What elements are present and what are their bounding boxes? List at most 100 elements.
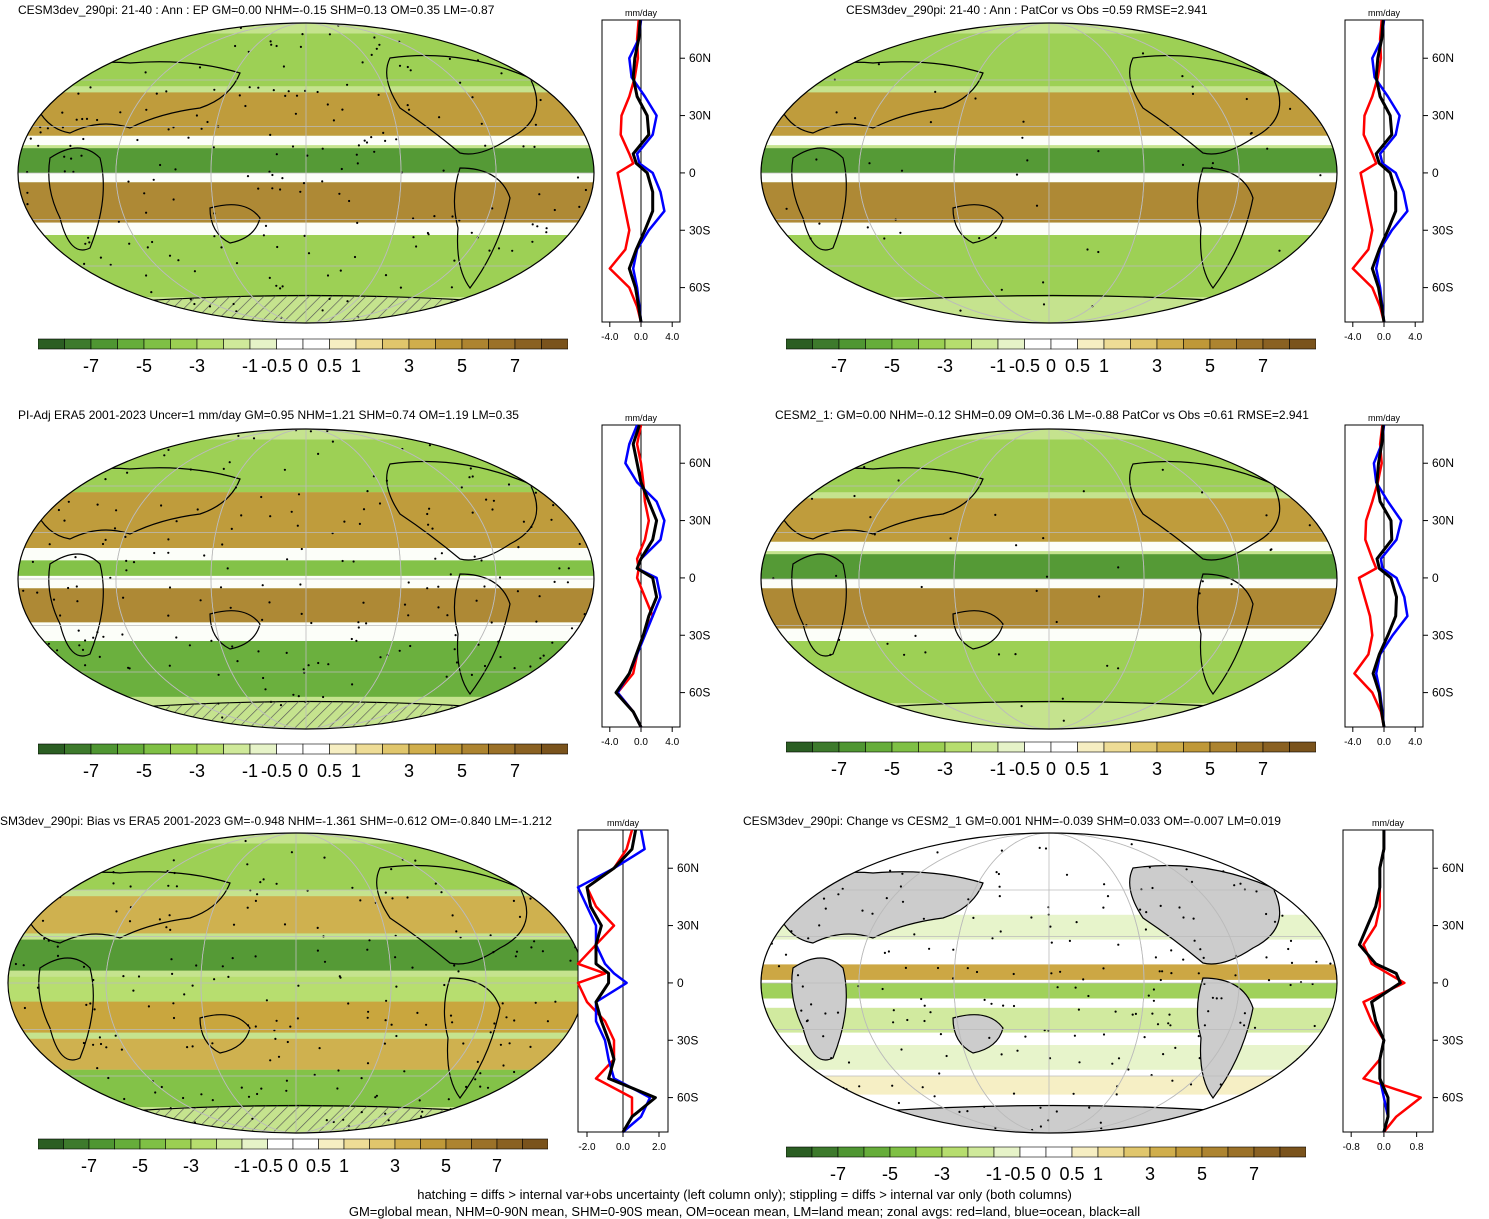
stipple-dot (244, 839, 247, 843)
stipple-dot (892, 1021, 895, 1024)
colorbar-label: 5 (457, 761, 467, 781)
x-tick-label: -4.0 (601, 737, 619, 748)
stipple-dot (235, 310, 238, 313)
stipple-dot (559, 87, 563, 90)
colorbar-swatch (196, 743, 224, 755)
stipple-dot (102, 635, 105, 638)
stipple-dot (384, 139, 387, 142)
stipple-dot (805, 1020, 808, 1023)
stipple-dot (57, 61, 60, 64)
stipple-dot (351, 886, 354, 889)
stipple-dot (479, 1072, 482, 1075)
stipple-dot (92, 1043, 95, 1046)
colorbar-swatch (1236, 338, 1264, 350)
stipple-dot (1055, 620, 1058, 624)
stipple-dot (128, 920, 132, 923)
colorbar-label: 5 (1205, 356, 1215, 376)
stipple-dot (574, 75, 577, 78)
stipple-dot (62, 1077, 65, 1080)
stipple-dot (983, 998, 986, 1001)
stipple-dot (378, 43, 381, 46)
stipple-dot (17, 1131, 20, 1133)
stipple-dot (173, 871, 176, 875)
stipple-dot (57, 23, 60, 26)
stipple-dot (77, 629, 80, 632)
stipple-dot (169, 928, 172, 931)
stipple-dot (763, 231, 766, 234)
stipple-dot (1219, 1083, 1222, 1086)
stipple-dot (366, 1062, 370, 1065)
stipple-dot (843, 49, 846, 52)
colorbar-swatch (249, 338, 277, 350)
stipple-dot (26, 191, 29, 194)
stipple-dot (861, 909, 864, 912)
stipple-dot (227, 975, 230, 978)
stipple-dot (391, 897, 394, 900)
colorbar-swatch (1024, 741, 1052, 753)
stipple-dot (124, 828, 126, 830)
stipple-dot (168, 664, 171, 667)
x-tick-label: 0.0 (634, 332, 648, 343)
stipple-dot (542, 654, 545, 657)
colorbar-label: 0.5 (317, 356, 342, 376)
stipple-dot (777, 965, 781, 968)
stipple-dot (1270, 843, 1274, 846)
stipple-dot (883, 951, 886, 954)
stipple-dot (387, 1119, 390, 1122)
stipple-dot (297, 984, 300, 987)
stipple-dot (1220, 997, 1223, 1000)
stipple-dot (1243, 1024, 1246, 1027)
stipple-dot (182, 1096, 185, 1100)
colorbar-swatch (1289, 741, 1316, 753)
stipple-dot (767, 838, 771, 841)
colorbar-swatch (812, 338, 840, 350)
stipple-dot (357, 626, 360, 629)
stipple-dot (340, 167, 343, 171)
stipple-dot (479, 1085, 482, 1088)
colorbar-swatch (1103, 338, 1131, 350)
zonal-plot-frame (1342, 829, 1434, 1133)
stipple-dot (252, 437, 256, 440)
stipple-dot (1317, 63, 1320, 66)
stipple-dot (217, 673, 220, 676)
lat-tick-label: 30S (1432, 223, 1453, 237)
stipple-dot (1193, 939, 1196, 942)
stipple-dot (580, 264, 584, 267)
panel-3-title: PI-Adj ERA5 2001-2023 Uncer=1 mm/day GM=… (18, 408, 519, 422)
stipple-dot (18, 449, 20, 452)
stipple-dot (113, 527, 117, 530)
stipple-dot (876, 1104, 879, 1107)
axis-unit-label: mm/day (625, 413, 658, 423)
colorbar-label: -1 (234, 1156, 250, 1176)
colorbar-label: 5 (1205, 759, 1215, 779)
stipple-dot (283, 468, 286, 471)
stipple-dot (480, 122, 483, 125)
stipple-dot (11, 1036, 14, 1039)
stipple-dot (235, 262, 239, 265)
stipple-dot (251, 1117, 254, 1120)
stipple-dot (230, 527, 233, 530)
stipple-dot (994, 236, 997, 239)
stipple-dot (41, 919, 45, 922)
stipple-dot (546, 1020, 550, 1023)
stipple-dot (150, 429, 153, 431)
stipple-dot (260, 1087, 263, 1090)
stipple-dot (578, 205, 581, 208)
stipple-dot (1049, 925, 1052, 928)
stipple-dot (61, 111, 64, 114)
stipple-dot (923, 1004, 926, 1007)
stipple-dot (431, 719, 434, 722)
stipple-dot (56, 945, 59, 948)
stipple-dot (395, 985, 398, 988)
stipple-dot (1061, 697, 1064, 700)
stipple-dot (92, 636, 95, 639)
stipple-dot (87, 236, 90, 239)
colorbar-swatch (541, 338, 568, 350)
stipple-dot (52, 598, 56, 601)
colorbar-swatch (837, 1146, 865, 1158)
stipple-dot (437, 606, 440, 609)
stipple-dot (852, 861, 855, 864)
colorbar-label: 3 (404, 356, 414, 376)
stipple-dot (297, 695, 300, 698)
stipple-dot (933, 1095, 936, 1098)
